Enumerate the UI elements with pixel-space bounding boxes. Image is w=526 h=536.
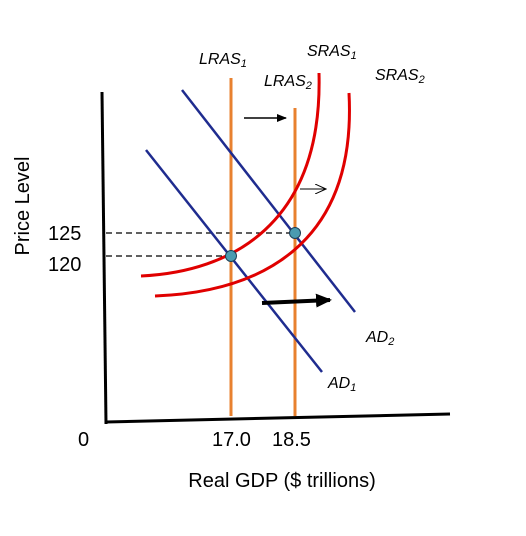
origin-label: 0	[78, 429, 89, 451]
sras1-label: SRAS1	[307, 43, 357, 62]
ad1-label: AD1	[327, 375, 356, 394]
x-axis	[105, 412, 451, 424]
x-axis-title: Real GDP ($ trillions)	[188, 470, 375, 492]
y-tick-120: 120	[48, 254, 81, 276]
ad2-curve	[181, 89, 356, 313]
sras2-curve	[154, 92, 351, 298]
y-tick-125: 125	[48, 223, 81, 245]
equilibrium-point-1	[225, 250, 237, 262]
ad2-label: AD2	[365, 329, 394, 348]
x-tick-17: 17.0	[212, 429, 251, 451]
sras2-label: SRAS2	[375, 67, 425, 86]
ad-shift-arrow	[261, 293, 332, 308]
lras2-label: LRAS2	[264, 73, 312, 92]
y-axis-title: Price Level	[12, 157, 34, 256]
lras1-label: LRAS1	[199, 51, 247, 70]
y-axis	[100, 91, 108, 425]
equilibrium-point-2	[289, 227, 301, 239]
x-tick-18-5: 18.5	[272, 429, 311, 451]
sras1-curve	[140, 72, 321, 278]
